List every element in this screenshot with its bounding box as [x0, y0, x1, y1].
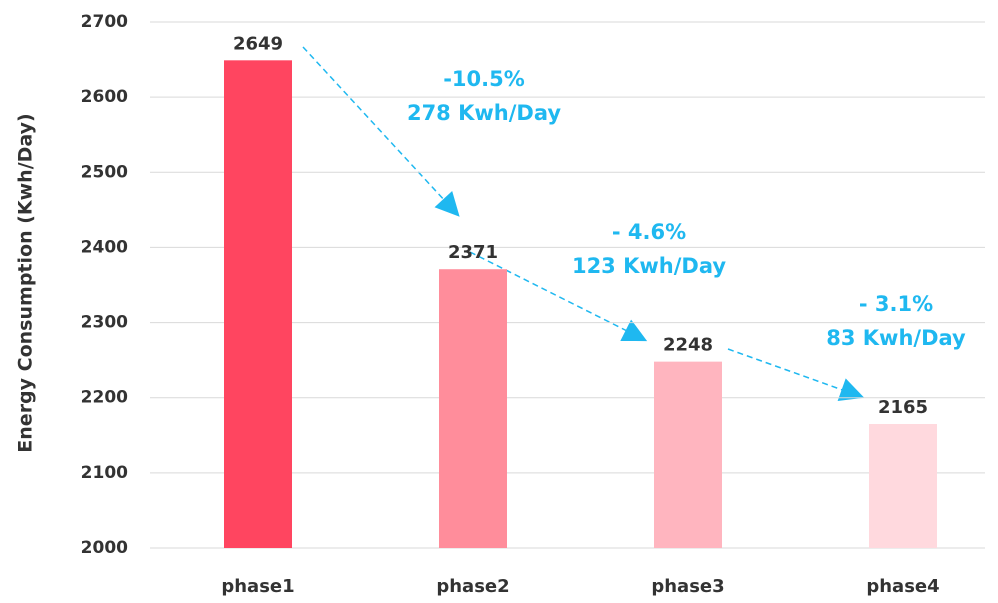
y-tick-label: 2400	[81, 237, 128, 257]
x-tick-label: phase4	[866, 576, 939, 597]
annotation: - 3.1%	[859, 292, 933, 316]
value-label: 2248	[663, 335, 713, 356]
annotation: 278 Kwh/Day	[407, 101, 561, 125]
bar	[224, 60, 292, 549]
y-axis-label: Energy Consumption (Kwh/Day)	[15, 113, 37, 452]
y-tick-label: 2500	[81, 162, 128, 182]
y-tick-label: 2100	[81, 463, 128, 483]
arrows	[302, 46, 865, 402]
annotation: -10.5%	[443, 67, 525, 91]
y-tick-label: 2300	[81, 313, 128, 333]
value-label: 2649	[233, 33, 283, 54]
arrow	[302, 46, 460, 217]
arrow	[469, 251, 648, 342]
bar	[654, 361, 722, 548]
y-tick-label: 2000	[81, 538, 128, 558]
x-tick-label: phase3	[651, 576, 724, 597]
annotation: 83 Kwh/Day	[826, 326, 966, 350]
bar	[439, 269, 507, 548]
annotation: 123 Kwh/Day	[572, 254, 726, 278]
value-label: 2165	[878, 397, 928, 418]
annotation: - 4.6%	[612, 220, 686, 244]
x-tick-label: phase1	[221, 576, 294, 597]
y-tick-label: 2700	[81, 12, 128, 32]
x-tick-label: phase2	[436, 576, 509, 597]
bar	[869, 424, 937, 548]
value-label: 2371	[448, 242, 498, 263]
y-tick-label: 2600	[81, 87, 128, 107]
arrow	[727, 348, 865, 402]
y-tick-label: 2200	[81, 388, 128, 408]
